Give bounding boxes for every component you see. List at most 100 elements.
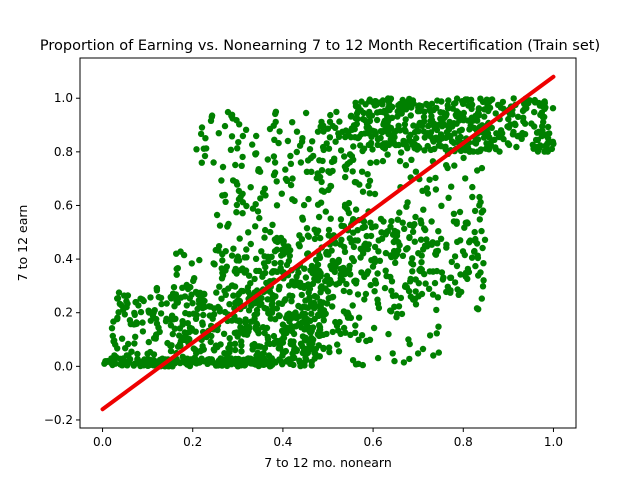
data-point bbox=[371, 288, 378, 295]
data-point bbox=[544, 123, 552, 131]
data-point bbox=[430, 138, 437, 145]
data-point bbox=[478, 295, 485, 302]
data-point bbox=[177, 248, 184, 255]
data-point bbox=[419, 187, 426, 194]
data-point bbox=[252, 255, 260, 262]
data-point bbox=[492, 110, 499, 117]
data-point bbox=[317, 284, 324, 291]
data-point bbox=[319, 157, 326, 165]
data-point bbox=[124, 361, 131, 368]
data-point bbox=[478, 164, 486, 172]
data-point bbox=[350, 143, 357, 150]
data-point bbox=[271, 136, 278, 143]
data-point bbox=[282, 175, 290, 183]
data-point bbox=[278, 190, 285, 197]
data-point bbox=[366, 125, 373, 132]
data-point bbox=[325, 251, 332, 258]
data-point bbox=[208, 356, 216, 364]
data-point bbox=[252, 223, 259, 230]
data-point bbox=[194, 305, 201, 313]
data-point bbox=[411, 221, 418, 228]
data-point bbox=[422, 280, 429, 287]
data-point bbox=[438, 202, 445, 209]
data-point bbox=[362, 101, 369, 108]
data-point bbox=[422, 226, 429, 234]
data-point bbox=[233, 209, 240, 216]
data-point bbox=[407, 131, 414, 138]
data-point bbox=[468, 101, 476, 108]
data-point bbox=[383, 140, 390, 147]
data-point bbox=[257, 354, 265, 361]
data-point bbox=[438, 269, 446, 276]
data-point bbox=[439, 276, 447, 283]
data-point bbox=[184, 320, 191, 327]
data-point bbox=[264, 156, 271, 163]
data-point bbox=[449, 105, 456, 112]
data-point bbox=[326, 169, 334, 176]
data-point bbox=[114, 345, 121, 352]
data-point bbox=[272, 110, 279, 118]
data-point bbox=[320, 317, 327, 324]
data-point bbox=[434, 294, 442, 301]
data-point bbox=[267, 362, 275, 369]
data-point bbox=[301, 362, 308, 369]
data-point bbox=[479, 98, 487, 106]
data-point bbox=[331, 268, 338, 276]
data-point bbox=[259, 271, 267, 278]
data-point bbox=[179, 318, 186, 325]
data-point bbox=[360, 224, 367, 231]
data-point bbox=[214, 359, 222, 367]
data-point bbox=[513, 143, 520, 151]
data-point bbox=[262, 226, 269, 234]
data-point bbox=[400, 359, 408, 366]
data-point bbox=[419, 345, 427, 353]
data-point bbox=[327, 215, 334, 222]
data-point bbox=[266, 125, 274, 133]
data-point bbox=[247, 318, 255, 325]
data-point bbox=[318, 167, 326, 174]
data-point bbox=[201, 152, 209, 160]
data-point bbox=[450, 210, 458, 217]
data-point bbox=[386, 126, 393, 133]
data-point bbox=[139, 319, 146, 326]
data-point bbox=[337, 241, 344, 248]
data-point bbox=[401, 225, 408, 232]
data-point bbox=[239, 210, 246, 217]
data-point bbox=[316, 173, 324, 181]
data-point bbox=[472, 237, 479, 245]
data-point bbox=[265, 310, 273, 317]
data-point bbox=[341, 248, 349, 255]
data-point bbox=[375, 248, 382, 255]
data-point bbox=[352, 361, 360, 368]
data-point bbox=[289, 119, 296, 126]
data-point bbox=[401, 121, 409, 128]
data-point bbox=[342, 166, 350, 173]
data-point bbox=[338, 236, 345, 243]
data-point bbox=[141, 356, 148, 363]
data-point bbox=[317, 123, 324, 130]
data-point bbox=[340, 308, 348, 315]
data-point bbox=[317, 199, 325, 206]
data-point bbox=[367, 281, 374, 289]
y-tick-label: 0.6 bbox=[54, 198, 73, 212]
data-point bbox=[245, 288, 252, 295]
data-point bbox=[238, 348, 245, 355]
data-point bbox=[280, 334, 288, 342]
data-point bbox=[371, 190, 379, 198]
data-point bbox=[425, 122, 432, 130]
data-point bbox=[239, 287, 247, 295]
data-point bbox=[488, 96, 496, 103]
data-point bbox=[270, 358, 277, 365]
data-point bbox=[222, 291, 229, 298]
data-point bbox=[379, 157, 387, 165]
data-point bbox=[162, 318, 170, 325]
data-point bbox=[373, 116, 381, 124]
data-point bbox=[429, 291, 437, 298]
data-point bbox=[460, 154, 467, 162]
data-point bbox=[315, 213, 323, 221]
data-point bbox=[537, 142, 544, 149]
data-point bbox=[238, 162, 245, 169]
data-point bbox=[364, 268, 372, 275]
data-point bbox=[329, 303, 336, 310]
data-point bbox=[415, 280, 422, 287]
